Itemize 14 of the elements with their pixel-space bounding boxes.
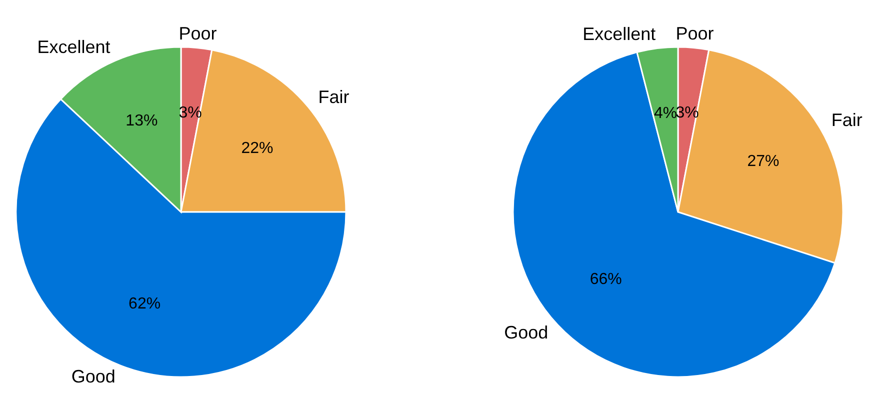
data-label: 62% [128,295,161,312]
slice-label: Good [71,366,116,386]
slice-label: Poor [178,23,217,44]
data-label: 22% [241,140,274,158]
data-label: 66% [590,270,622,288]
data-label: 13% [126,112,158,130]
slice-label: Fair [318,87,350,108]
data-label: 27% [747,152,780,170]
slice-label: Excellent [37,37,110,58]
slice-label: Fair [831,110,862,130]
slice-label: Good [504,322,548,343]
slice-label: Poor [676,23,714,44]
data-label: 4% [654,105,678,122]
slice-label: Excellent [582,24,656,44]
